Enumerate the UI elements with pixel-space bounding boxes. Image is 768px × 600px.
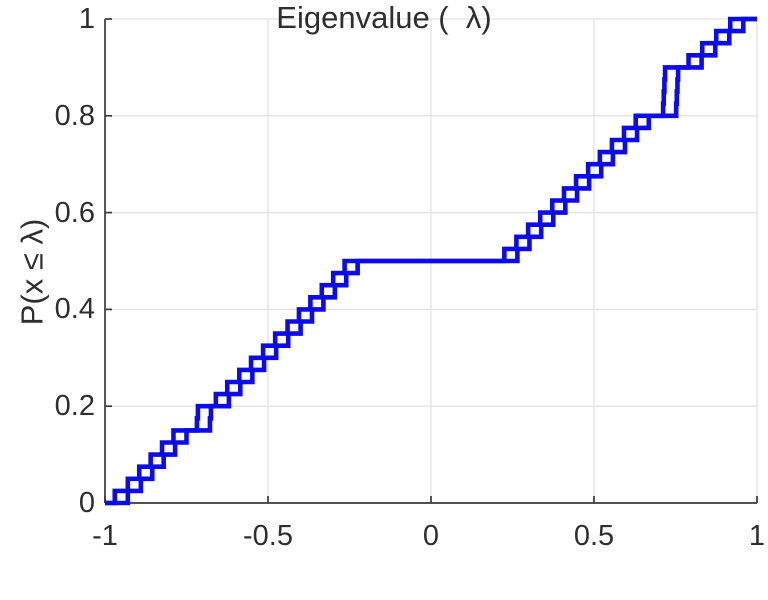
x-tick-label--0.5: -0.5 [243, 520, 293, 552]
x-axis-label: Eigenvalue ( λ) [276, 0, 492, 35]
y-tick-label-0.8: 0.8 [54, 99, 95, 132]
y-tick-label-1: 1 [78, 3, 95, 35]
y-axis-label-text: P(x ≤ λ) [14, 218, 49, 326]
x-tick-label-0.5: 0.5 [573, 520, 615, 552]
y-tick-label-0.2: 0.2 [54, 390, 95, 423]
x-tick-label-0: 0 [422, 520, 440, 552]
cdf-curve-2 [105, 16, 757, 506]
cdf-curves [105, 16, 757, 506]
x-tick-label-1: 1 [748, 520, 766, 552]
y-tick-label-0: 0 [78, 487, 95, 519]
x-tick-label--1: -1 [92, 520, 118, 552]
y-tick-label-0.6: 0.6 [54, 196, 95, 229]
y-tick-label-0.4: 0.4 [54, 293, 95, 326]
